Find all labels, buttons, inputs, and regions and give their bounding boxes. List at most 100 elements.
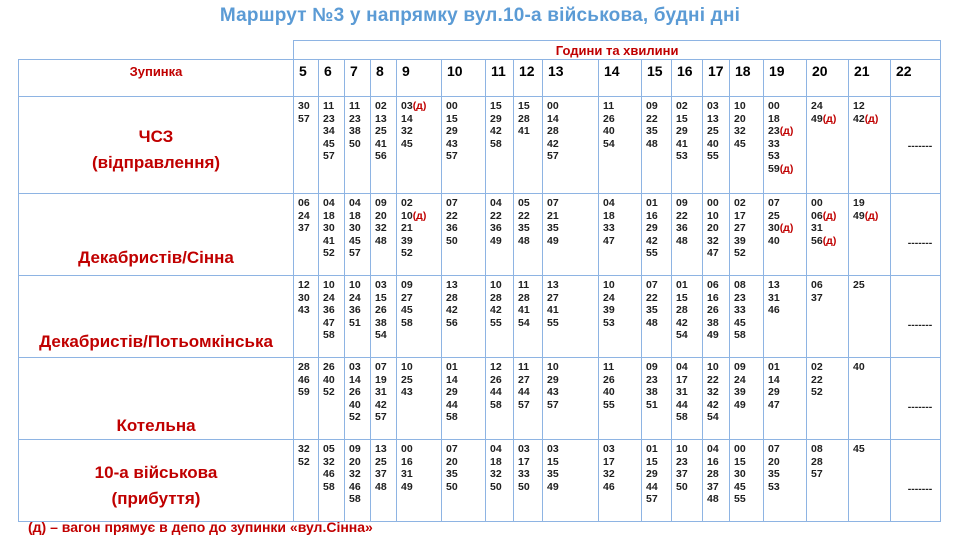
time-cell: 19 49(д) — [848, 193, 891, 276]
departure-minute: 49 — [490, 234, 502, 247]
departure-minute: 27 — [401, 291, 413, 304]
departure-minute: 28 — [811, 455, 823, 468]
hour-header: 10 — [441, 59, 486, 97]
time-cell: 02 22 52 — [806, 357, 849, 440]
time-cell: ------- — [889, 193, 942, 276]
time-cell: 09 22 35 48 — [641, 96, 672, 194]
corner-cell — [18, 40, 294, 60]
stop-name: Котельна — [18, 357, 294, 440]
departure-minute: 15 — [734, 455, 746, 468]
depot-marker: (д) — [864, 209, 879, 222]
departure-minute: 22 — [707, 373, 719, 386]
departure-minute: 47 — [768, 398, 780, 411]
departure-minute: 15 — [518, 100, 530, 112]
departure-minute: 37 — [707, 480, 719, 493]
departure-minute: 11 — [518, 361, 530, 373]
schedule-table: Години та хвилини Зупинка 5 6 7 8 9 10 11 12 13 1… — [18, 40, 942, 522]
departure-minute: 24 — [349, 291, 361, 304]
departure-minute: 50 — [490, 480, 502, 493]
departure-minute: 22 — [490, 209, 502, 222]
departure-minute: 26 — [375, 304, 387, 317]
departure-minute: 32 — [734, 125, 746, 138]
time-cell: 04 18 30 45 57 — [344, 193, 371, 276]
departure-minute: 36 — [490, 222, 502, 235]
depot-marker: (д) — [779, 222, 794, 235]
departure-minute: 51 — [349, 316, 361, 329]
departure-minute: 01 — [646, 443, 658, 455]
depot-marker: (д) — [779, 162, 794, 175]
departure-minute: 26 — [603, 373, 615, 386]
departure-minute: 04 — [490, 443, 502, 455]
time-cell: 04 18 33 47 — [598, 193, 642, 276]
time-cell: 03 17 33 50 — [513, 439, 543, 522]
time-cell: 04 22 36 49 — [485, 193, 514, 276]
time-cell: 09 22 36 48 — [671, 193, 703, 276]
departure-minute: 36 — [349, 304, 361, 317]
departure-minute: 11 — [349, 100, 361, 112]
stop-name: 10-а військова (прибуття) — [18, 439, 294, 522]
departure-minute: 22 — [646, 112, 658, 125]
departure-minute: 45 — [734, 316, 746, 329]
departure-minute: 13 — [547, 279, 559, 291]
stop-name-line: Декабристів/Потьомкінська — [39, 332, 273, 351]
departure-minute: 02 — [401, 197, 413, 209]
departure-minute: 30 — [323, 222, 335, 235]
departure-minute: 13 — [446, 279, 458, 291]
page-title: Маршрут №3 у напрямку вул.10-а військова… — [219, 5, 741, 26]
departure-minute: 29 — [446, 386, 458, 399]
departure-minute: 02 — [734, 197, 746, 209]
time-cell: 15 28 41 — [513, 96, 543, 194]
time-cell: 01 15 28 42 54 — [671, 275, 703, 358]
departure-minute: 20 — [446, 455, 458, 468]
departure-minute: 29 — [646, 222, 658, 235]
departure-minute: 57 — [298, 112, 310, 125]
time-cell: 45 — [848, 439, 891, 522]
departure-minute: 54 — [707, 411, 719, 424]
departure-minute: 48 — [375, 234, 387, 247]
departure-minute: 49 — [734, 398, 746, 411]
departure-minute: 17 — [518, 455, 530, 468]
departure-minute: 04 — [490, 197, 502, 209]
departure-minute: 50 — [446, 234, 458, 247]
time-cell: 00 14 28 42 57 — [542, 96, 599, 194]
time-cell: 32 52 — [293, 439, 319, 522]
departure-minute: 42 — [446, 304, 458, 317]
hour-header: 6 — [318, 59, 345, 97]
departure-minute: 37 — [811, 291, 823, 304]
departure-minute: 58 — [490, 398, 502, 411]
departure-minute: 52 — [323, 386, 335, 399]
departure-minute: 15 — [446, 112, 458, 125]
departure-minute: 49 — [547, 480, 559, 493]
departure-minute: 06(д) — [811, 209, 837, 222]
departure-minute: 00 — [707, 197, 719, 209]
hour-header: 16 — [671, 59, 703, 97]
departure-minute: 15 — [676, 112, 688, 125]
departure-minute: 18 — [603, 209, 615, 222]
departure-minute: 13 — [768, 279, 780, 291]
time-cell: 06 24 37 — [293, 193, 319, 276]
departure-minute: 07 — [547, 197, 559, 209]
departure-minute: 01 — [446, 361, 458, 373]
departure-minute: 14 — [547, 112, 559, 125]
departure-minute: 49(д) — [811, 112, 837, 125]
time-cell: 08 23 33 45 58 — [729, 275, 764, 358]
departure-minute: 29 — [446, 125, 458, 138]
time-cell: 01 14 29 47 — [763, 357, 807, 440]
departure-minute: 37 — [298, 222, 310, 235]
departure-minute: 30 — [298, 291, 310, 304]
departure-minute: 37 — [676, 468, 688, 481]
departure-minute: 22 — [646, 291, 658, 304]
departure-minute: 04 — [707, 443, 719, 455]
time-cell: 07 22 35 48 — [641, 275, 672, 358]
departure-minute: 50 — [446, 480, 458, 493]
departure-minute: 57 — [323, 150, 335, 163]
time-cell: 01 15 29 44 57 — [641, 439, 672, 522]
departure-minute: 00 — [547, 100, 559, 112]
departure-minute: 03 — [707, 100, 719, 112]
departure-minute: 25 — [768, 209, 780, 222]
departure-minute: 13 — [375, 443, 387, 455]
time-cell: 06 37 — [806, 275, 849, 358]
stop-name-line: (прибуття) — [111, 488, 201, 508]
departure-minute: 27 — [734, 222, 746, 235]
departure-minute: 41 — [518, 125, 530, 138]
